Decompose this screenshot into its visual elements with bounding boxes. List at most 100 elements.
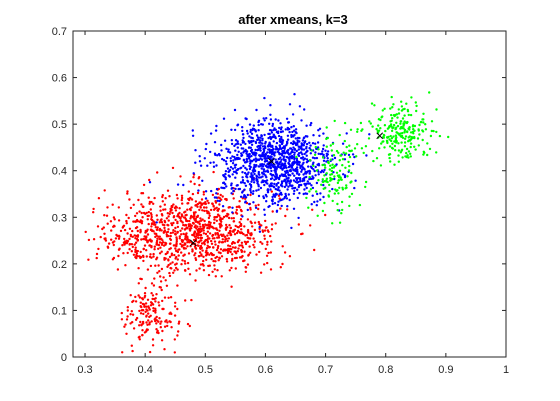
data-point (255, 253, 258, 256)
data-point (186, 261, 190, 265)
data-point (196, 225, 199, 228)
data-point (142, 205, 145, 209)
data-point (165, 235, 169, 238)
data-point (194, 161, 197, 164)
data-point (343, 139, 346, 143)
data-point (232, 217, 235, 220)
data-point (208, 253, 211, 256)
data-point (134, 300, 138, 303)
data-point (392, 123, 396, 127)
data-point (148, 350, 152, 354)
data-point (199, 244, 203, 248)
data-point (261, 155, 265, 158)
data-point (311, 142, 315, 145)
data-point (205, 251, 208, 254)
data-point (256, 148, 259, 152)
data-point (403, 114, 406, 117)
data-point (287, 156, 290, 159)
data-point (330, 169, 333, 173)
data-point (158, 270, 161, 273)
data-point (176, 225, 180, 229)
data-point (225, 237, 228, 240)
data-point (246, 208, 249, 212)
data-point (257, 176, 261, 179)
data-point (269, 156, 272, 160)
data-point (400, 141, 403, 144)
data-point (213, 218, 216, 221)
data-point (296, 139, 299, 142)
data-point (322, 183, 325, 187)
data-point (156, 218, 159, 221)
data-point (413, 129, 416, 132)
data-point (139, 301, 142, 304)
data-point (150, 225, 153, 228)
y-tick-label: 0.4 (52, 166, 67, 178)
data-point (188, 198, 191, 202)
data-point (158, 241, 162, 244)
data-point (148, 181, 152, 184)
data-point (285, 142, 289, 145)
data-point (154, 319, 157, 323)
data-point (204, 147, 207, 151)
data-point (104, 239, 108, 242)
data-point (265, 117, 268, 120)
data-point (147, 222, 150, 226)
data-point (241, 179, 245, 182)
y-tick-label: 0 (61, 352, 67, 364)
data-point (422, 118, 425, 121)
data-point (212, 259, 215, 263)
data-point (234, 166, 237, 169)
data-point (293, 153, 296, 156)
data-point (208, 237, 211, 240)
data-point (136, 255, 139, 258)
data-point (316, 200, 319, 203)
data-point (306, 149, 309, 153)
data-point (159, 322, 162, 325)
data-point (212, 205, 215, 208)
data-point (203, 157, 206, 160)
data-point (197, 255, 201, 258)
data-point (250, 132, 254, 135)
data-point (241, 126, 244, 129)
data-point (257, 123, 260, 127)
data-point (397, 154, 400, 157)
data-point (243, 171, 247, 175)
data-point (308, 146, 311, 150)
data-point (253, 246, 256, 249)
data-point (283, 159, 286, 162)
data-point (195, 232, 199, 235)
data-point (225, 162, 228, 166)
data-point (226, 239, 229, 243)
data-point (277, 186, 280, 189)
data-point (249, 130, 252, 134)
data-point (347, 153, 351, 157)
data-point (280, 142, 284, 146)
data-point (288, 103, 292, 106)
data-point (303, 108, 306, 111)
data-point (299, 180, 302, 183)
data-point (175, 237, 178, 241)
data-point (264, 247, 267, 251)
data-point (233, 108, 237, 112)
data-point (321, 156, 325, 159)
y-tick-label: 0.6 (52, 73, 67, 85)
data-point (134, 237, 137, 240)
data-point (181, 214, 184, 217)
data-point (259, 240, 262, 244)
data-point (227, 213, 230, 216)
data-point (279, 128, 283, 131)
data-point (284, 128, 287, 131)
data-point (194, 235, 198, 238)
data-point (390, 137, 394, 140)
data-point (264, 180, 267, 183)
data-point (344, 166, 347, 169)
data-point (336, 209, 339, 212)
data-point (329, 177, 333, 181)
data-point (292, 207, 296, 210)
data-point (249, 165, 252, 169)
data-point (146, 241, 149, 244)
data-point (331, 163, 334, 166)
data-point (128, 243, 131, 246)
data-point (275, 173, 278, 176)
data-point (162, 230, 166, 234)
